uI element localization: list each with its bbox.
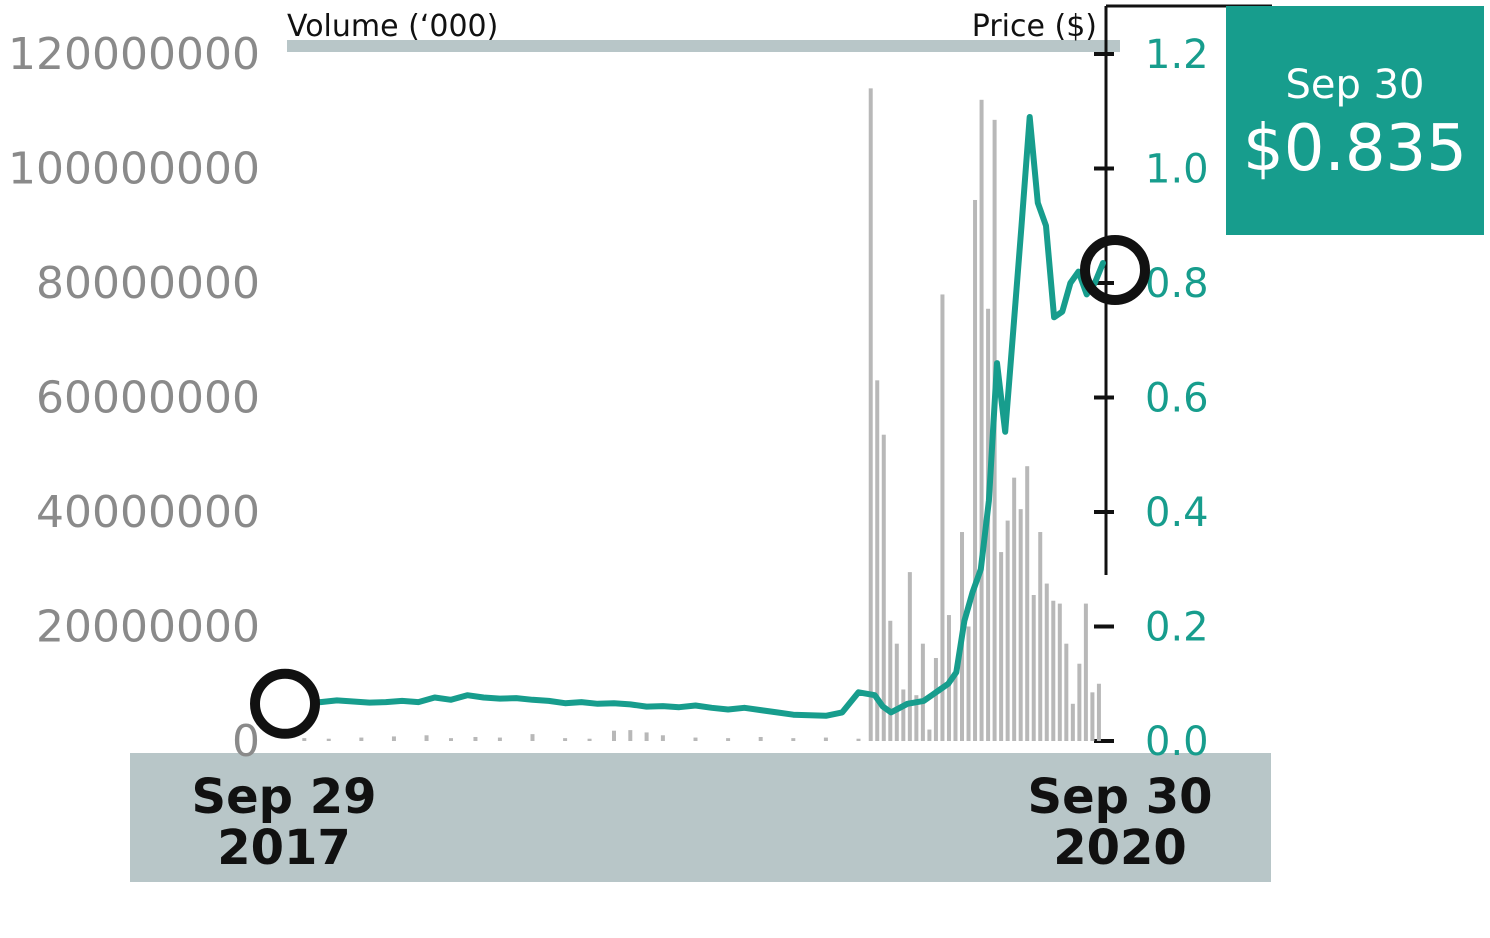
volume-bar	[612, 730, 616, 741]
volume-bar	[587, 738, 592, 741]
price-axis-title: Price ($)	[972, 9, 1097, 44]
volume-bar	[927, 729, 932, 741]
volume-bar	[901, 689, 906, 741]
volume-bar	[1005, 520, 1010, 741]
volume-bar	[1064, 643, 1069, 741]
volume-bar	[1025, 466, 1030, 741]
price-tick-label: 1.2	[1145, 32, 1209, 78]
volume-bar	[660, 735, 665, 741]
price-tick-label: 0.4	[1145, 490, 1209, 536]
volume-tick-label: 80000000	[36, 258, 260, 309]
volume-bar	[1083, 603, 1088, 741]
volume-bar	[868, 88, 873, 742]
price-tick-label: 0.2	[1145, 605, 1209, 651]
volume-bar	[953, 672, 958, 741]
volume-bar	[497, 737, 502, 741]
volume-bar	[1070, 703, 1075, 741]
volume-tick-label: 60000000	[36, 373, 260, 424]
volume-bar	[424, 735, 429, 741]
volume-axis-title: Volume (‘000)	[287, 9, 498, 44]
volume-bar	[856, 738, 861, 741]
volume-tick-label: 40000000	[36, 487, 260, 538]
price-tick-label: 0.8	[1145, 261, 1209, 307]
volume-bar	[563, 738, 568, 741]
volume-tick-label: 100000000	[8, 144, 260, 195]
volume-bar	[973, 199, 978, 742]
volume-bar	[914, 695, 919, 741]
volume-bar	[758, 736, 763, 741]
volume-bar	[449, 738, 453, 741]
volume-bar	[326, 738, 331, 741]
volume-bar	[940, 294, 945, 741]
volume-bar	[1031, 595, 1036, 741]
price-tick-label: 1.0	[1145, 147, 1209, 193]
price-tick-labels: 0.0 0.2 0.4 0.6 0.8 1.0 1.2	[1145, 32, 1209, 765]
volume-bar	[1012, 477, 1017, 741]
top-band	[287, 40, 1120, 52]
date-band	[130, 753, 1271, 882]
volume-bar	[391, 736, 396, 741]
volume-tick-labels: 0 20000000 40000000 60000000 80000000 1000000…	[8, 29, 260, 767]
volume-tick-label: 20000000	[36, 602, 260, 653]
price-callout-badge	[1226, 6, 1484, 235]
volume-bar	[894, 643, 899, 741]
volume-bar	[881, 434, 886, 741]
price-tick-marks	[1094, 52, 1114, 743]
volume-bar	[644, 732, 649, 741]
volume-bar	[791, 738, 796, 741]
volume-bar	[302, 738, 307, 741]
volume-bar	[1057, 603, 1062, 741]
volume-bar	[823, 737, 828, 741]
volume-bar	[693, 737, 698, 741]
volume-bar	[999, 552, 1004, 741]
price-tick-label: 0.0	[1145, 719, 1209, 765]
volume-bar	[726, 738, 731, 741]
start-marker	[250, 668, 320, 739]
volume-bar	[979, 99, 984, 742]
end-date-line2: 2020	[1053, 820, 1187, 876]
volume-bar	[1038, 532, 1043, 741]
volume-bars	[302, 88, 1101, 742]
volume-bar	[628, 730, 633, 741]
volume-bar	[920, 643, 925, 741]
volume-tick-label: 0	[232, 716, 260, 767]
volume-bar	[473, 736, 478, 741]
volume-bar	[933, 657, 938, 741]
price-line	[285, 114, 1106, 719]
end-marker	[1080, 234, 1150, 305]
volume-bar	[907, 572, 912, 741]
callout-date: Sep 30	[1285, 62, 1424, 108]
end-date-line1: Sep 30	[1028, 769, 1213, 825]
start-date-line1: Sep 29	[192, 769, 377, 825]
volume-bar	[1051, 600, 1056, 741]
volume-bar	[888, 620, 893, 741]
volume-bar	[1096, 683, 1101, 741]
volume-bar	[966, 626, 971, 741]
volume-bar	[359, 737, 364, 741]
start-date-line2: 2017	[217, 820, 351, 876]
volume-bar	[1077, 663, 1082, 741]
volume-bar	[875, 380, 880, 741]
price-tick-label: 0.6	[1145, 376, 1209, 422]
volume-bar	[1090, 692, 1095, 741]
volume-bar	[530, 734, 535, 741]
callout-price: $0.835	[1243, 112, 1467, 186]
volume-tick-label: 120000000	[8, 29, 260, 80]
volume-bar	[1018, 509, 1023, 741]
volume-bar	[1044, 583, 1049, 741]
